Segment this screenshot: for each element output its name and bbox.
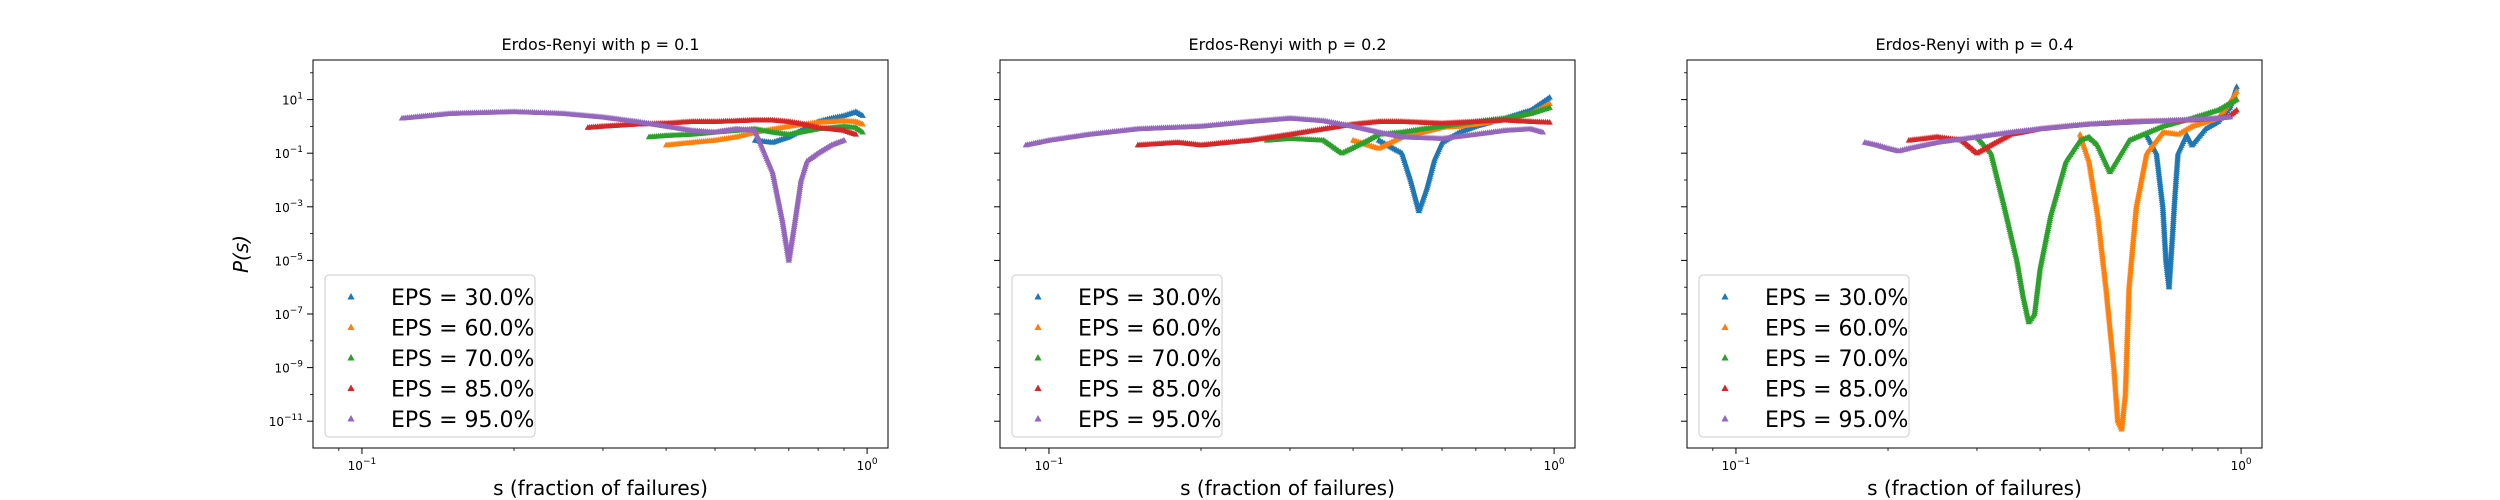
legend-label: EPS = 85.0% — [1078, 378, 1221, 403]
x-tick-label: 100 — [1544, 457, 1565, 473]
y-tick-label: 10−9 — [274, 360, 303, 376]
chart-panel-3: Erdos-Renyi with p = 0.4 s (fraction of f… — [1681, 35, 2263, 500]
data-point — [1546, 118, 1553, 125]
data-point — [2226, 113, 2234, 120]
x-tick-label: 100 — [2231, 457, 2252, 473]
y-tick-label: 10−11 — [269, 413, 303, 429]
data-point — [1539, 128, 1547, 135]
legend-label: EPS = 60.0% — [1765, 317, 1908, 342]
x-axis-label: s (fraction of failures) — [493, 476, 708, 500]
legend-label: EPS = 30.0% — [391, 286, 534, 311]
legend-marker — [1034, 323, 1042, 330]
legend-label: EPS = 30.0% — [1765, 286, 1908, 311]
data-point — [1546, 100, 1553, 106]
y-axis-label: P(s) — [229, 235, 253, 273]
legend-marker — [1034, 293, 1042, 300]
x-tick-label: 10−1 — [1722, 457, 1751, 473]
x-tick-label: 10−1 — [348, 457, 377, 473]
legend-label: EPS = 70.0% — [1078, 347, 1221, 372]
legend: EPS = 30.0% EPS = 60.0% EPS = 70.0% EPS = 8… — [324, 274, 536, 438]
data-area — [1022, 93, 1553, 214]
legend-box — [324, 274, 536, 438]
y-tick-label: 10−5 — [274, 252, 303, 268]
legend-label: EPS = 60.0% — [391, 317, 534, 342]
series-2 — [2076, 88, 2240, 432]
chart-title: Erdos-Renyi with p = 0.1 — [501, 35, 699, 54]
legend-label: EPS = 95.0% — [1765, 408, 1908, 433]
data-area — [398, 108, 866, 263]
legend-box — [1011, 274, 1223, 438]
legend-marker — [347, 415, 355, 422]
legend-marker — [347, 354, 355, 361]
chart-title: Erdos-Renyi with p = 0.2 — [1188, 35, 1386, 54]
data-point — [2233, 96, 2240, 102]
y-tick-label: 10−3 — [274, 199, 303, 215]
legend-box — [1698, 274, 1910, 438]
legend: EPS = 30.0% EPS = 60.0% EPS = 70.0% EPS = 8… — [1011, 274, 1223, 438]
data-point — [840, 136, 848, 143]
legend-marker — [1034, 354, 1042, 361]
y-tick-label: 101 — [282, 92, 303, 108]
legend-marker — [1721, 354, 1729, 361]
legend-marker — [347, 323, 355, 330]
chart-panel-2: Erdos-Renyi with p = 0.2 s (fraction of f… — [994, 35, 1576, 500]
legend-label: EPS = 30.0% — [1078, 286, 1221, 311]
data-point — [1546, 93, 1553, 100]
series-5 — [1022, 114, 1547, 148]
legend-label: EPS = 85.0% — [1765, 378, 1908, 403]
data-point — [859, 120, 866, 127]
data-area — [1861, 83, 2240, 432]
legend-label: EPS = 60.0% — [1078, 317, 1221, 342]
legend-label: EPS = 70.0% — [391, 347, 534, 372]
legend-marker — [1721, 384, 1729, 391]
data-point — [2233, 106, 2240, 113]
legend-marker — [1721, 293, 1729, 300]
data-point — [2233, 88, 2240, 94]
y-tick-label: 10−1 — [274, 145, 303, 161]
x-tick-label: 100 — [857, 457, 878, 473]
x-axis-label: s (fraction of failures) — [1180, 476, 1395, 500]
legend-marker — [347, 384, 355, 391]
series-5 — [398, 108, 848, 263]
y-tick-label: 10−7 — [274, 306, 303, 322]
legend-label: EPS = 95.0% — [1078, 408, 1221, 433]
x-tick-label: 10−1 — [1035, 457, 1064, 473]
series-5 — [1861, 113, 2234, 154]
data-point — [2233, 83, 2240, 90]
legend-label: EPS = 70.0% — [1765, 347, 1908, 372]
legend-label: EPS = 95.0% — [391, 408, 534, 433]
legend-label: EPS = 85.0% — [391, 378, 534, 403]
data-point — [859, 128, 866, 135]
x-axis-label: s (fraction of failures) — [1867, 476, 2082, 500]
legend-marker — [1034, 384, 1042, 391]
legend: EPS = 30.0% EPS = 60.0% EPS = 70.0% EPS = 8… — [1698, 274, 1910, 438]
data-point — [859, 112, 866, 118]
legend-marker — [1721, 415, 1729, 422]
chart-panel-1: Erdos-Renyi with p = 0.1 s (fraction of f… — [229, 35, 889, 500]
legend-marker — [347, 293, 355, 300]
data-point — [852, 130, 860, 137]
data-point — [1546, 104, 1553, 110]
legend-marker — [1034, 415, 1042, 422]
legend-marker — [1721, 323, 1729, 330]
series-4 — [1134, 116, 1553, 148]
series-1 — [2143, 83, 2240, 290]
chart-title: Erdos-Renyi with p = 0.4 — [1875, 35, 2073, 54]
